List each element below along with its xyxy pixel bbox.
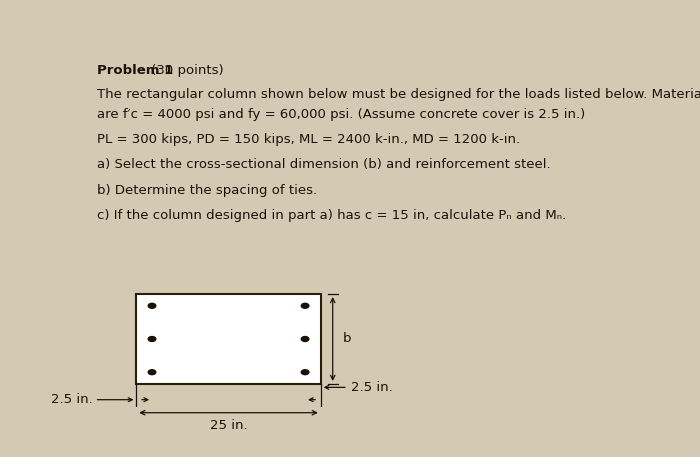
Text: PL = 300 kips, PD = 150 kips, ML = 2400 k-in., MD = 1200 k-in.: PL = 300 kips, PD = 150 kips, ML = 2400 … (97, 133, 520, 146)
Text: b: b (342, 333, 351, 345)
Text: a) Select the cross-sectional dimension (b) and reinforcement steel.: a) Select the cross-sectional dimension … (97, 158, 551, 171)
Text: 2.5 in.: 2.5 in. (51, 393, 93, 406)
Circle shape (301, 303, 309, 308)
Text: are f′c = 4000 psi and fy = 60,000 psi. (Assume concrete cover is 2.5 in.): are f′c = 4000 psi and fy = 60,000 psi. … (97, 107, 585, 121)
Text: Problem 1: Problem 1 (97, 64, 174, 77)
Circle shape (148, 336, 156, 341)
Circle shape (148, 303, 156, 308)
Text: (30 points): (30 points) (147, 64, 224, 77)
Text: 25 in.: 25 in. (210, 419, 247, 432)
Text: 2.5 in.: 2.5 in. (351, 381, 393, 394)
Text: c) If the column designed in part a) has c = 15 in, calculate Pₙ and Mₙ.: c) If the column designed in part a) has… (97, 209, 566, 222)
Text: The rectangular column shown below must be designed for the loads listed below. : The rectangular column shown below must … (97, 88, 700, 101)
Text: b) Determine the spacing of ties.: b) Determine the spacing of ties. (97, 184, 317, 197)
Circle shape (301, 336, 309, 341)
Bar (136, 294, 321, 384)
Circle shape (148, 370, 156, 375)
Circle shape (301, 370, 309, 375)
